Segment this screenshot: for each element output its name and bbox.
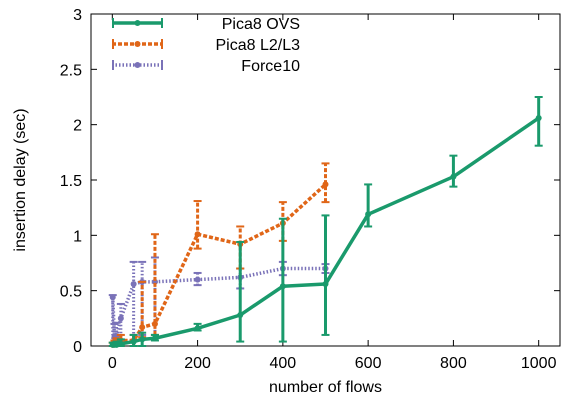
x-tick-label: 0 <box>108 355 117 372</box>
legend-item: Pica8 OVS <box>112 16 300 33</box>
legend-marker <box>134 41 141 47</box>
data-point <box>365 211 372 218</box>
data-point <box>194 231 201 238</box>
x-tick-label: 400 <box>270 355 297 372</box>
legend-item: Force10 <box>112 58 300 75</box>
data-point <box>151 335 158 342</box>
legend: Pica8 OVS Pica8 L2/L3 Force10 <box>112 16 300 75</box>
y-tick-label: 1.5 <box>60 173 82 190</box>
legend-label: Force10 <box>241 58 300 75</box>
y-tick-label: 0.5 <box>60 284 82 301</box>
y-tick-label: 3 <box>73 7 82 24</box>
y-tick-label: 1 <box>73 228 82 245</box>
data-point <box>450 173 457 180</box>
x-tick-label: 800 <box>440 355 467 372</box>
legend-marker <box>134 20 141 26</box>
series-layer <box>108 96 543 348</box>
data-point <box>139 324 146 331</box>
data-point <box>237 312 244 319</box>
data-point <box>109 294 116 301</box>
data-point <box>151 320 158 327</box>
data-point <box>139 336 146 343</box>
plot-area: 0 200 400 600 800 1000 0 0.5 1 1.5 2 2.5 3 Pica8 OVS… <box>60 7 561 372</box>
x-tick-label: 600 <box>355 355 382 372</box>
data-point <box>535 115 542 122</box>
x-tick-label: 200 <box>184 355 211 372</box>
y-tick-label: 2 <box>73 118 82 135</box>
data-point <box>322 281 329 288</box>
y-axis-title: insertion delay (sec) <box>12 108 29 251</box>
data-point <box>130 338 137 345</box>
legend-marker <box>134 62 141 68</box>
legend-label: Pica8 OVS <box>222 16 300 33</box>
x-axis-title: number of flows <box>269 379 382 396</box>
legend-item: Pica8 L2/L3 <box>112 37 300 54</box>
data-point <box>194 325 201 332</box>
legend-label: Pica8 L2/L3 <box>215 37 300 54</box>
data-point <box>279 283 286 290</box>
series-pica8-ovs <box>108 96 543 348</box>
y-tick-label: 0 <box>73 339 82 356</box>
data-point <box>194 276 201 283</box>
data-point <box>130 281 137 288</box>
data-point <box>117 315 124 322</box>
y-tick-label: 2.5 <box>60 62 82 79</box>
x-tick-label: 1000 <box>521 355 557 372</box>
data-point <box>117 340 124 347</box>
data-point <box>322 181 329 188</box>
ticks-layer: 0 200 400 600 800 1000 0 0.5 1 1.5 2 2.5 3 <box>60 7 560 372</box>
